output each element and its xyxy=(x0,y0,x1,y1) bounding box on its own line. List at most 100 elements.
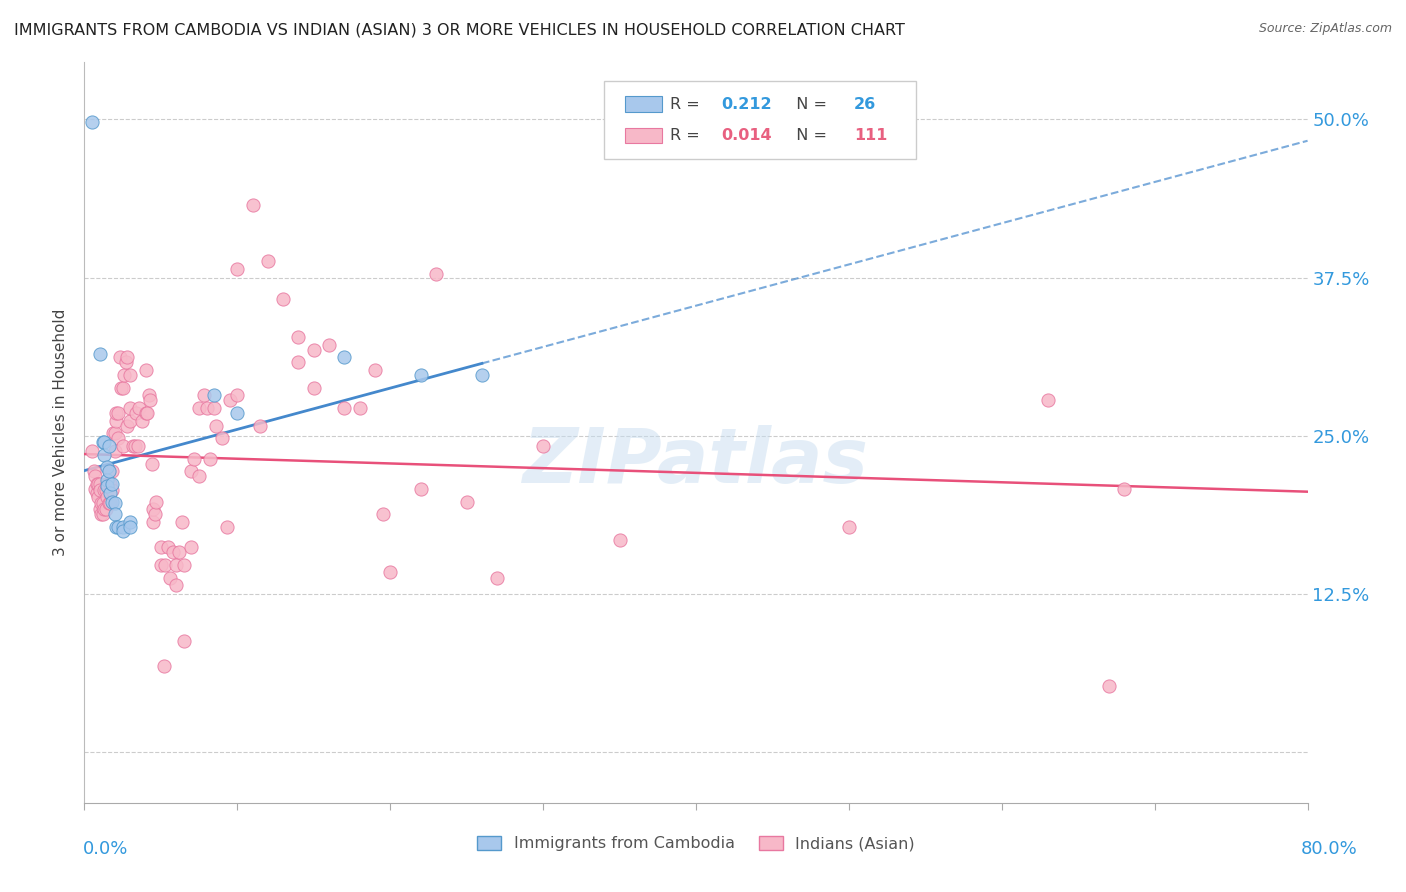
Point xyxy=(143,508,166,522)
Point xyxy=(110,381,132,395)
Point xyxy=(139,393,162,408)
Point xyxy=(101,483,124,498)
Point xyxy=(111,439,134,453)
Point xyxy=(349,401,371,415)
Point xyxy=(111,381,134,395)
Point xyxy=(101,464,124,478)
Point xyxy=(249,418,271,433)
Point xyxy=(198,451,221,466)
Point xyxy=(183,451,205,466)
Point xyxy=(159,570,181,584)
Point xyxy=(111,520,134,534)
Text: 111: 111 xyxy=(853,128,887,143)
Text: N =: N = xyxy=(786,96,832,112)
Point xyxy=(218,393,240,408)
Point xyxy=(138,388,160,402)
Point xyxy=(195,401,218,415)
Point xyxy=(96,473,118,487)
Point xyxy=(107,431,129,445)
Point xyxy=(211,431,233,445)
Point xyxy=(135,406,157,420)
Point xyxy=(1114,482,1136,496)
Point xyxy=(141,457,163,471)
Text: IMMIGRANTS FROM CAMBODIA VS INDIAN (ASIAN) 3 OR MORE VEHICLES IN HOUSEHOLD CORRE: IMMIGRANTS FROM CAMBODIA VS INDIAN (ASIA… xyxy=(14,22,905,37)
Point xyxy=(371,508,394,522)
Point xyxy=(153,659,176,673)
Point xyxy=(1036,393,1059,408)
Point xyxy=(104,426,127,441)
Point xyxy=(120,401,142,415)
FancyBboxPatch shape xyxy=(605,81,917,159)
Text: 0.0%: 0.0% xyxy=(83,840,128,858)
Point xyxy=(226,406,249,420)
Text: 0.212: 0.212 xyxy=(721,96,772,112)
Point xyxy=(167,545,190,559)
Point xyxy=(94,483,117,498)
Point xyxy=(105,414,128,428)
Text: 26: 26 xyxy=(853,96,876,112)
FancyBboxPatch shape xyxy=(626,128,662,144)
Point xyxy=(226,261,249,276)
Point xyxy=(142,515,165,529)
Point xyxy=(162,545,184,559)
Point xyxy=(87,476,110,491)
Point xyxy=(165,558,187,572)
Point xyxy=(94,502,117,516)
Point xyxy=(89,346,111,360)
Point xyxy=(193,388,215,402)
Point xyxy=(97,496,120,510)
Text: 80.0%: 80.0% xyxy=(1301,840,1357,858)
Point xyxy=(456,494,478,508)
Point xyxy=(93,483,115,498)
Text: R =: R = xyxy=(671,96,706,112)
Point xyxy=(124,439,146,453)
Point xyxy=(302,343,325,357)
Point xyxy=(89,483,111,498)
Point xyxy=(155,558,177,572)
Point xyxy=(103,426,125,441)
Legend: Immigrants from Cambodia, Indians (Asian): Immigrants from Cambodia, Indians (Asian… xyxy=(471,830,921,858)
Point xyxy=(471,368,494,382)
Point xyxy=(90,508,112,522)
Point xyxy=(149,558,172,572)
Point xyxy=(287,330,309,344)
Point xyxy=(425,267,447,281)
Point xyxy=(96,490,118,504)
Point xyxy=(136,406,159,420)
Text: 0.014: 0.014 xyxy=(721,128,772,143)
Text: R =: R = xyxy=(671,128,706,143)
Point xyxy=(271,292,294,306)
Point xyxy=(83,464,105,478)
Point xyxy=(97,464,120,478)
Point xyxy=(87,490,110,504)
Point xyxy=(205,418,228,433)
Point xyxy=(531,439,554,453)
Point xyxy=(120,520,142,534)
Point xyxy=(80,115,103,129)
Point xyxy=(86,485,108,500)
Point xyxy=(1098,679,1121,693)
Point xyxy=(127,439,149,453)
Point xyxy=(96,460,118,475)
Point xyxy=(180,540,202,554)
Point xyxy=(107,520,129,534)
Point xyxy=(609,533,631,547)
Point xyxy=(93,435,115,450)
Point xyxy=(105,520,128,534)
Point xyxy=(114,355,136,369)
Point xyxy=(128,401,150,415)
Point xyxy=(202,401,225,415)
Point xyxy=(84,469,107,483)
Point xyxy=(90,496,112,510)
FancyBboxPatch shape xyxy=(626,96,662,112)
Point xyxy=(98,485,121,500)
Point xyxy=(142,502,165,516)
Point xyxy=(104,508,127,522)
Point xyxy=(318,337,340,351)
Point xyxy=(226,388,249,402)
Point xyxy=(112,368,135,382)
Point xyxy=(89,502,111,516)
Point xyxy=(107,406,129,420)
Point xyxy=(188,469,211,483)
Point xyxy=(97,439,120,453)
